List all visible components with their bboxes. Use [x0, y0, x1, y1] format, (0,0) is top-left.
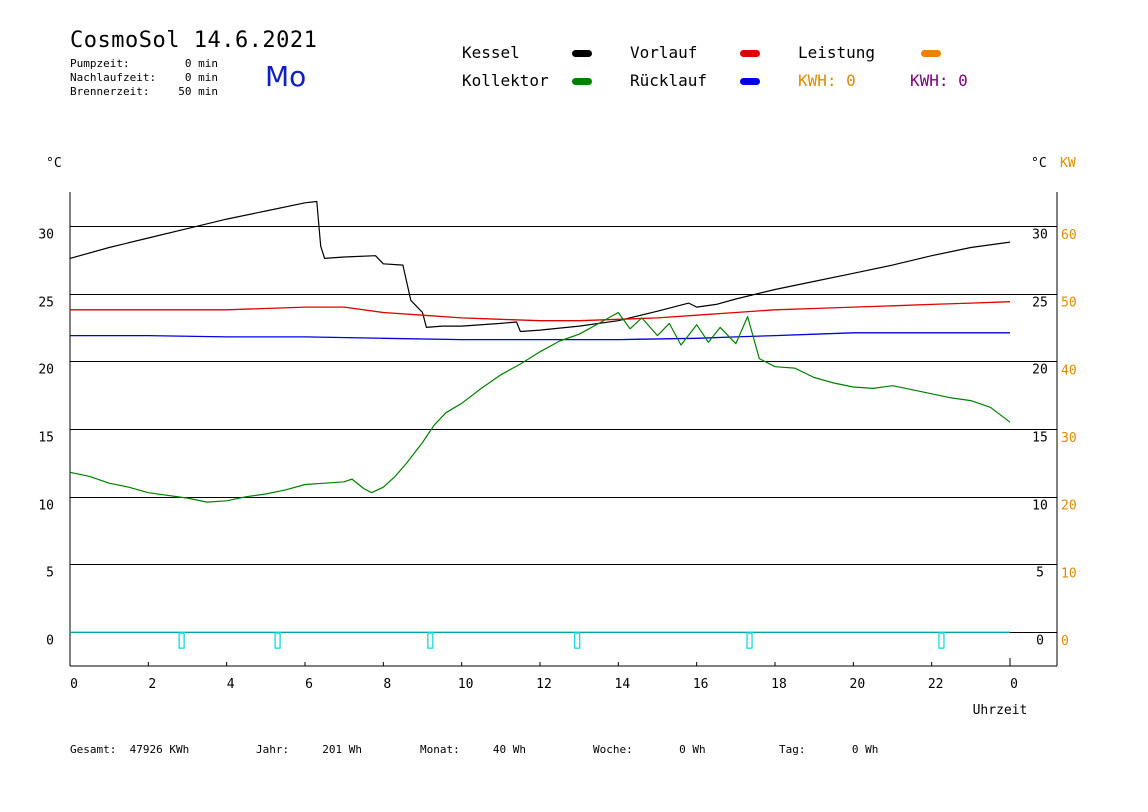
x-tick-label: 0 — [70, 677, 78, 692]
stat-jahr: Jahr: 201 Wh — [256, 743, 362, 756]
x-tick-label: 12 — [536, 677, 552, 692]
x-tick-label: 4 — [227, 677, 235, 692]
legend-kessel-label: Kessel — [462, 43, 520, 62]
y-tick-label-right: 20 — [1032, 363, 1048, 378]
y-tick-label-right: 30 — [1032, 228, 1048, 243]
series-line-kessel — [69, 200, 1011, 333]
legend-kwh-purple: KWH: 0 — [910, 71, 968, 90]
chart-title: CosmoSol 14.6.2021 — [70, 28, 318, 53]
x-axis-label: Uhrzeit — [973, 703, 1028, 718]
legend-leistung-label: Leistung — [798, 43, 876, 62]
legend-kollektor-label: Kollektor — [462, 71, 549, 90]
y2-tick-label: 40 — [1061, 363, 1077, 378]
y2-tick-label: 0 — [1061, 634, 1069, 649]
y-tick-label-left: 30 — [38, 228, 54, 243]
leistung-marker — [574, 632, 581, 649]
y-unit-left: °C — [46, 156, 62, 171]
info-block: Pumpzeit: 0 min Nachlaufzeit: 0 min Brenne… — [70, 57, 218, 99]
legend-ruecklauf-swatch — [740, 78, 760, 85]
x-tick-label: 8 — [383, 677, 391, 692]
series-line-ruecklauf — [70, 332, 1010, 341]
y-tick-label-right: 15 — [1032, 431, 1048, 446]
leistung-marker — [938, 632, 945, 649]
x-tick-label: 6 — [305, 677, 313, 692]
y-tick-label-right: 5 — [1036, 566, 1044, 581]
y-unit-right: °C — [1031, 156, 1047, 171]
x-tick-label: 10 — [458, 677, 474, 692]
y2-tick-label: 10 — [1061, 566, 1077, 581]
series-line-kollektor — [69, 311, 1011, 503]
legend-vorlauf-label: Vorlauf — [630, 43, 698, 62]
y-tick-label-left: 25 — [38, 296, 54, 311]
y-tick-label-right: 25 — [1032, 296, 1048, 311]
info-pumpzeit: Pumpzeit: 0 min — [70, 57, 218, 70]
y-tick-label-left: 10 — [38, 499, 54, 514]
y2-tick-label: 50 — [1061, 296, 1077, 311]
y-tick-label-left: 20 — [38, 363, 54, 378]
info-brennerzeit: Brennerzeit: 50 min — [70, 85, 218, 98]
y2-tick-label: 30 — [1061, 431, 1077, 446]
x-tick-label: 16 — [693, 677, 709, 692]
y2-tick-label: 20 — [1061, 499, 1077, 514]
y-tick-label-right: 0 — [1036, 634, 1044, 649]
legend-kollektor-swatch — [572, 78, 592, 85]
info-nachlaufzeit: Nachlaufzeit: 0 min — [70, 71, 218, 84]
y-tick-label-left: 5 — [46, 566, 54, 581]
stat-tag: Tag: 0 Wh — [779, 743, 879, 756]
y2-unit: KW — [1060, 156, 1076, 171]
series-line-vorlauf — [70, 301, 1011, 322]
y2-tick-label: 60 — [1061, 228, 1077, 243]
stat-monat: Monat: 40 Wh — [420, 743, 526, 756]
x-tick-label: 18 — [771, 677, 787, 692]
leistung-marker — [178, 632, 185, 649]
x-tick-label: 2 — [148, 677, 156, 692]
legend-kwh-orange: KWH: 0 — [798, 71, 856, 90]
stat-gesamt: Gesamt: 47926 KWh — [70, 743, 190, 756]
x-tick-label: 20 — [850, 677, 866, 692]
x-tick-label: 22 — [928, 677, 944, 692]
leistung-marker — [427, 632, 434, 649]
y-tick-label-left: 0 — [46, 634, 54, 649]
x-tick-label: 0 — [1010, 677, 1018, 692]
weekday-label: Mo — [265, 60, 307, 93]
x-tick-label: 14 — [615, 677, 631, 692]
leistung-marker — [274, 632, 281, 649]
legend-vorlauf-swatch — [740, 50, 760, 57]
legend-leistung-swatch — [921, 50, 941, 57]
leistung-marker — [746, 632, 753, 649]
legend-kessel-swatch — [572, 50, 592, 57]
y-tick-label-left: 15 — [38, 431, 54, 446]
stat-woche: Woche: 0 Wh — [593, 743, 706, 756]
y-tick-label-right: 10 — [1032, 499, 1048, 514]
legend-ruecklauf-label: Rücklauf — [630, 71, 708, 90]
